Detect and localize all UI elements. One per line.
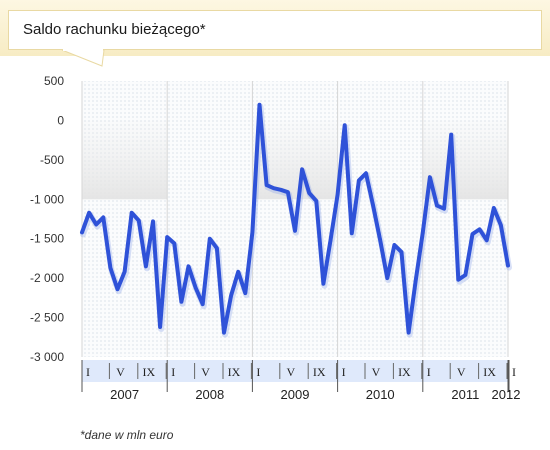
data-point bbox=[492, 206, 496, 210]
data-point bbox=[300, 167, 304, 171]
data-point bbox=[321, 282, 325, 286]
data-point bbox=[414, 279, 418, 282]
data-point bbox=[215, 246, 219, 250]
y-tick-label: 500 bbox=[44, 74, 64, 88]
data-point bbox=[449, 133, 453, 137]
data-point bbox=[250, 230, 254, 234]
data-point bbox=[329, 238, 332, 242]
month-tick-label: I bbox=[86, 365, 90, 379]
data-point bbox=[201, 302, 205, 306]
data-point bbox=[265, 183, 269, 187]
month-tick-label: IX bbox=[483, 365, 496, 379]
data-point bbox=[456, 278, 460, 282]
data-point bbox=[165, 235, 169, 239]
month-tick-label: V bbox=[286, 365, 295, 379]
data-point bbox=[506, 264, 510, 267]
chart-title: Saldo rachunku bieżącego* bbox=[23, 21, 206, 38]
data-point bbox=[485, 238, 489, 242]
data-point bbox=[137, 219, 141, 223]
data-point bbox=[385, 276, 389, 280]
data-point bbox=[336, 193, 340, 197]
data-point bbox=[151, 219, 155, 223]
data-point bbox=[229, 294, 233, 297]
title-box: Saldo rachunku bieżącego* bbox=[8, 10, 542, 50]
title-callout-tail bbox=[61, 49, 105, 67]
month-tick-label: V bbox=[201, 365, 210, 379]
month-tick-label: V bbox=[116, 365, 125, 379]
month-tick-label: I bbox=[512, 365, 516, 379]
data-point bbox=[392, 243, 396, 247]
y-tick-label: -1 500 bbox=[30, 232, 64, 246]
data-point bbox=[364, 171, 368, 175]
year-label-2010: 2010 bbox=[366, 387, 395, 402]
data-point bbox=[463, 273, 467, 277]
year-label-2007: 2007 bbox=[110, 387, 139, 402]
data-point bbox=[123, 270, 127, 274]
data-point bbox=[116, 287, 119, 291]
data-point bbox=[499, 223, 503, 227]
data-point bbox=[357, 178, 361, 182]
data-point bbox=[158, 325, 162, 329]
data-point bbox=[87, 211, 91, 215]
month-tick-label: IX bbox=[142, 365, 155, 379]
y-tick-label: 0 bbox=[57, 113, 64, 127]
data-point bbox=[144, 264, 148, 268]
year-label-2009: 2009 bbox=[281, 387, 310, 402]
month-tick-label: IX bbox=[228, 365, 241, 379]
data-point bbox=[400, 250, 403, 254]
year-label-2011: 2011 bbox=[451, 387, 479, 402]
data-point bbox=[258, 103, 261, 107]
data-point bbox=[421, 230, 425, 234]
data-point bbox=[179, 300, 183, 304]
data-point bbox=[272, 186, 276, 190]
data-point bbox=[314, 199, 318, 203]
year-label-2012: 2012 bbox=[492, 387, 521, 402]
month-tick-label: I bbox=[171, 365, 175, 379]
data-point bbox=[101, 215, 105, 219]
data-point bbox=[407, 331, 411, 335]
data-point bbox=[108, 266, 112, 270]
data-point bbox=[371, 204, 375, 208]
month-axis-strip bbox=[82, 360, 508, 382]
month-tick-label: I bbox=[427, 365, 431, 379]
data-point bbox=[222, 331, 226, 335]
year-band-2011 bbox=[422, 120, 508, 200]
data-point bbox=[279, 188, 283, 192]
data-point bbox=[208, 237, 212, 241]
month-tick-label: I bbox=[342, 365, 346, 379]
footnote: *dane w mln euro bbox=[80, 428, 174, 442]
month-tick-label: V bbox=[372, 365, 381, 379]
data-point bbox=[471, 232, 474, 236]
data-point bbox=[307, 191, 311, 195]
y-tick-label: -1 000 bbox=[30, 192, 64, 206]
year-label-2008: 2008 bbox=[195, 387, 224, 402]
data-point bbox=[378, 238, 382, 242]
data-point bbox=[442, 207, 446, 211]
month-tick-label: IX bbox=[398, 365, 411, 379]
data-point bbox=[130, 211, 134, 215]
data-point bbox=[172, 241, 176, 245]
y-tick-label: -3 000 bbox=[30, 350, 64, 364]
y-tick-label: -2 500 bbox=[30, 311, 64, 325]
month-tick-label: I bbox=[256, 365, 260, 379]
year-band-2007 bbox=[82, 120, 168, 200]
data-point bbox=[293, 229, 297, 233]
data-point bbox=[236, 270, 240, 274]
y-tick-label: -2 000 bbox=[30, 271, 64, 285]
month-tick-label: V bbox=[457, 365, 466, 379]
data-point bbox=[428, 175, 432, 179]
data-point bbox=[350, 231, 354, 235]
data-point bbox=[194, 286, 198, 290]
data-point bbox=[286, 190, 290, 194]
data-point bbox=[80, 230, 84, 234]
data-point bbox=[435, 204, 439, 208]
data-point bbox=[187, 264, 190, 268]
month-tick-label: IX bbox=[313, 365, 326, 379]
data-point bbox=[478, 227, 482, 231]
data-point bbox=[343, 123, 347, 127]
y-tick-label: -500 bbox=[40, 153, 64, 167]
data-point bbox=[94, 223, 98, 226]
data-point bbox=[243, 291, 247, 295]
